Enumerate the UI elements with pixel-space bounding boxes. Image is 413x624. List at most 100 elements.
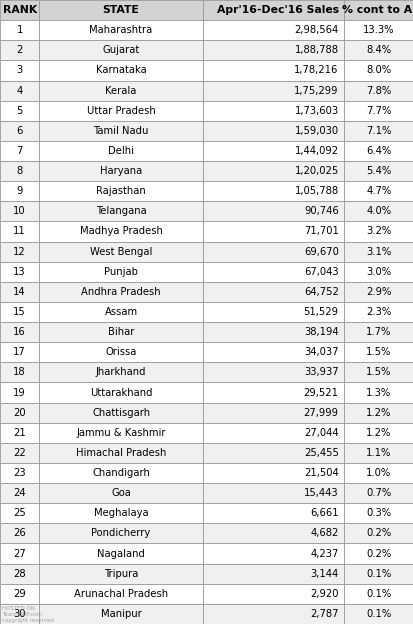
Bar bbox=[39, 181, 202, 202]
Text: Chandigarh: Chandigarh bbox=[92, 468, 150, 478]
Text: 1,88,788: 1,88,788 bbox=[294, 46, 338, 56]
Text: 14: 14 bbox=[13, 287, 26, 297]
Text: Arunachal Pradesh: Arunachal Pradesh bbox=[74, 589, 168, 599]
Text: 7.7%: 7.7% bbox=[365, 105, 391, 115]
Text: 1.2%: 1.2% bbox=[365, 407, 391, 417]
Bar bbox=[343, 503, 413, 524]
Text: 0.2%: 0.2% bbox=[366, 529, 390, 539]
Bar bbox=[343, 483, 413, 503]
Text: 33,937: 33,937 bbox=[303, 368, 338, 378]
Text: 0.1%: 0.1% bbox=[366, 568, 390, 578]
Text: 29: 29 bbox=[13, 589, 26, 599]
Bar bbox=[39, 161, 202, 181]
Bar bbox=[202, 0, 343, 20]
Text: Himachal Pradesh: Himachal Pradesh bbox=[76, 448, 166, 458]
Text: Telangana: Telangana bbox=[95, 207, 146, 217]
Text: STATE: STATE bbox=[102, 5, 139, 15]
Text: 19: 19 bbox=[13, 388, 26, 397]
Bar bbox=[39, 322, 202, 342]
Text: % cont to AI: % cont to AI bbox=[341, 5, 413, 15]
Bar bbox=[202, 322, 343, 342]
Bar bbox=[39, 443, 202, 463]
Bar bbox=[343, 121, 413, 141]
Text: 1.2%: 1.2% bbox=[365, 428, 391, 438]
Text: 9: 9 bbox=[17, 186, 23, 196]
Bar bbox=[0, 583, 39, 604]
Bar bbox=[39, 463, 202, 483]
Bar bbox=[0, 282, 39, 302]
Bar bbox=[0, 383, 39, 402]
Bar bbox=[343, 342, 413, 363]
Bar bbox=[202, 141, 343, 161]
Text: 34,037: 34,037 bbox=[304, 348, 338, 358]
Text: 1,20,025: 1,20,025 bbox=[294, 166, 338, 176]
Bar bbox=[343, 20, 413, 41]
Text: Manipur: Manipur bbox=[100, 609, 141, 619]
Text: Delhi: Delhi bbox=[108, 146, 134, 156]
Text: Orissa: Orissa bbox=[105, 348, 136, 358]
Text: 23: 23 bbox=[13, 468, 26, 478]
Bar bbox=[343, 383, 413, 402]
Bar bbox=[0, 80, 39, 100]
Text: 16: 16 bbox=[13, 327, 26, 337]
Text: 5.4%: 5.4% bbox=[366, 166, 390, 176]
Text: 64,752: 64,752 bbox=[303, 287, 338, 297]
Bar bbox=[0, 322, 39, 342]
Bar bbox=[39, 261, 202, 282]
Text: Meghalaya: Meghalaya bbox=[94, 509, 148, 519]
Text: 90,746: 90,746 bbox=[303, 207, 338, 217]
Bar bbox=[343, 80, 413, 100]
Text: Chattisgarh: Chattisgarh bbox=[92, 407, 150, 417]
Bar bbox=[0, 141, 39, 161]
Bar bbox=[202, 483, 343, 503]
Text: 1,44,092: 1,44,092 bbox=[294, 146, 338, 156]
Bar bbox=[343, 463, 413, 483]
Text: 4.0%: 4.0% bbox=[366, 207, 390, 217]
Bar bbox=[202, 80, 343, 100]
Text: 8: 8 bbox=[17, 166, 23, 176]
Text: 13: 13 bbox=[13, 266, 26, 276]
Bar bbox=[343, 282, 413, 302]
Bar bbox=[202, 222, 343, 241]
Text: 0.3%: 0.3% bbox=[366, 509, 390, 519]
Text: 2,98,564: 2,98,564 bbox=[294, 25, 338, 35]
Bar bbox=[0, 100, 39, 121]
Bar bbox=[202, 402, 343, 422]
Bar bbox=[39, 282, 202, 302]
Bar bbox=[343, 363, 413, 383]
Bar bbox=[0, 20, 39, 41]
Bar bbox=[0, 342, 39, 363]
Text: Gujarat: Gujarat bbox=[102, 46, 139, 56]
Text: 30: 30 bbox=[13, 609, 26, 619]
Bar bbox=[39, 202, 202, 222]
Text: 8.0%: 8.0% bbox=[366, 66, 390, 76]
Text: RANK: RANK bbox=[2, 5, 37, 15]
Bar bbox=[0, 41, 39, 61]
Bar bbox=[202, 100, 343, 121]
Bar bbox=[343, 141, 413, 161]
Text: 1: 1 bbox=[17, 25, 23, 35]
Bar bbox=[202, 241, 343, 261]
Text: Pondicherry: Pondicherry bbox=[91, 529, 150, 539]
Bar bbox=[202, 503, 343, 524]
Text: 7.8%: 7.8% bbox=[366, 85, 390, 95]
Text: Andhra Pradesh: Andhra Pradesh bbox=[81, 287, 161, 297]
Text: 7: 7 bbox=[17, 146, 23, 156]
Text: 27: 27 bbox=[13, 548, 26, 558]
Text: 0.1%: 0.1% bbox=[366, 609, 390, 619]
Text: 1.0%: 1.0% bbox=[366, 468, 390, 478]
Text: Kerala: Kerala bbox=[105, 85, 136, 95]
Text: 29,521: 29,521 bbox=[303, 388, 338, 397]
Bar bbox=[202, 443, 343, 463]
Bar bbox=[343, 222, 413, 241]
Bar bbox=[202, 261, 343, 282]
Text: 1.3%: 1.3% bbox=[366, 388, 390, 397]
Text: Jharkhand: Jharkhand bbox=[96, 368, 146, 378]
Bar bbox=[39, 383, 202, 402]
Text: 27,999: 27,999 bbox=[303, 407, 338, 417]
Text: Tripura: Tripura bbox=[104, 568, 138, 578]
Bar bbox=[202, 422, 343, 443]
Text: 1,59,030: 1,59,030 bbox=[294, 126, 338, 136]
Text: 21: 21 bbox=[13, 428, 26, 438]
Bar bbox=[0, 161, 39, 181]
